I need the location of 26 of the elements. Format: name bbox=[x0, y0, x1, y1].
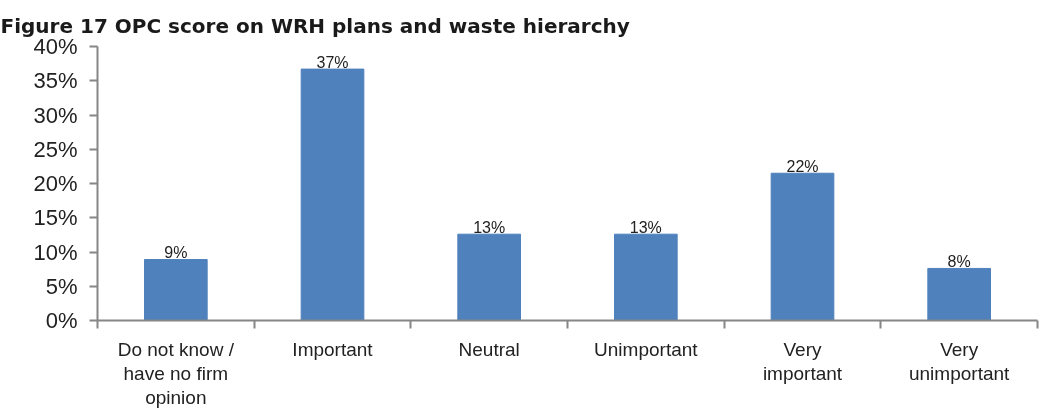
bar bbox=[770, 172, 835, 321]
data-label: 13% bbox=[629, 218, 662, 236]
y-tick-label: 15% bbox=[33, 205, 78, 231]
x-tick-label: Unimportant bbox=[594, 338, 699, 360]
x-tick-label: Very unimportant bbox=[909, 338, 1011, 384]
data-label: 37% bbox=[316, 53, 349, 71]
y-tick-label: 25% bbox=[33, 136, 78, 162]
y-tick-label: 0% bbox=[45, 308, 78, 333]
data-label: 9% bbox=[164, 244, 188, 262]
bar bbox=[144, 259, 208, 321]
x-tick-label: Do not know / have no firm opinion bbox=[117, 338, 235, 408]
data-label: 13% bbox=[473, 218, 506, 236]
bar bbox=[457, 233, 521, 321]
bar bbox=[614, 233, 678, 321]
bar bbox=[300, 68, 365, 321]
data-label: 8% bbox=[947, 252, 971, 270]
x-tick-label: Neutral bbox=[458, 338, 520, 360]
x-tick-label: Important bbox=[292, 338, 374, 360]
y-tick-label: 10% bbox=[33, 239, 78, 265]
x-tick-label: Very important bbox=[762, 338, 843, 384]
bar bbox=[927, 267, 991, 321]
y-tick-label: 35% bbox=[33, 68, 78, 94]
y-tick-label: 5% bbox=[45, 273, 78, 299]
data-label: 22% bbox=[786, 157, 819, 175]
y-tick-label: 20% bbox=[33, 171, 78, 196]
y-tick-label: 30% bbox=[33, 102, 78, 128]
